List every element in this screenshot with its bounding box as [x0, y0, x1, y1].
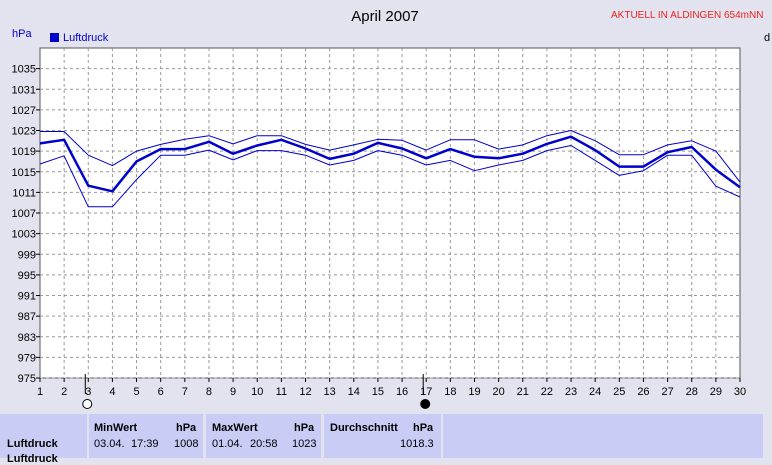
x-tick-label: 3 — [85, 386, 91, 398]
grid — [40, 48, 740, 379]
y-tick-label: 1035 — [12, 64, 36, 76]
x-tick-label: 1 — [37, 386, 43, 398]
legend-label: Luftdruck — [63, 32, 109, 44]
y-tick-label: 1007 — [12, 208, 36, 220]
y-unit-label: hPa — [12, 28, 32, 40]
y-tick-label: 995 — [18, 270, 36, 282]
stats-empty-cell — [443, 414, 763, 458]
min-unit: hPa — [176, 422, 197, 434]
legend-swatch — [50, 33, 59, 42]
avg-header: Durchschnitt — [330, 422, 398, 434]
x-tick-label: 22 — [541, 386, 553, 398]
x-tick-label: 19 — [468, 386, 480, 398]
x-tick-label: 18 — [444, 386, 456, 398]
x-tick-label: 11 — [276, 386, 287, 398]
max-header: MaxWert — [212, 422, 258, 434]
full-moon-icon — [420, 399, 431, 409]
x-tick-label: 25 — [613, 386, 625, 398]
y-tick-label: 1011 — [12, 187, 36, 199]
x-tick-label: 20 — [492, 386, 504, 398]
series-lines — [39, 130, 741, 208]
series-line-max — [40, 130, 741, 183]
y-tick-label: 1019 — [12, 146, 36, 158]
x-tick-label: 15 — [372, 386, 384, 398]
new-moon-icon — [82, 399, 93, 409]
stats-row-label-next: Luftdruck — [7, 453, 58, 465]
max-value: 1023 — [292, 438, 317, 450]
y-tick-label: 1027 — [12, 105, 36, 117]
x-axis: 1 2 3 4 5 6 7 8 9 10 11 12 13 14 15 16 17 18 19 20 21 22 23 24 2… — [37, 378, 746, 398]
stats-label-cell: Luftdruck Luftdruck — [0, 414, 87, 465]
moon-markers — [82, 374, 431, 409]
y-tick-label: 1015 — [12, 167, 36, 179]
x-tick-label: 17 — [420, 386, 432, 398]
right-unit-fragment: d — [764, 32, 770, 44]
x-tick-label: 27 — [661, 386, 673, 398]
x-tick-label: 28 — [686, 386, 698, 398]
x-tick-label: 23 — [565, 386, 577, 398]
y-tick-label: 1023 — [12, 126, 36, 138]
max-date: 01.04. — [212, 438, 243, 450]
x-tick-label: 30 — [734, 386, 746, 398]
min-header: MinWert — [94, 422, 138, 434]
y-tick-label: 1003 — [12, 229, 36, 241]
stats-min-cell: MinWert hPa 03.04. 17:39 1008 — [89, 414, 203, 458]
x-tick-label: 12 — [299, 386, 311, 398]
stats-avg-cell: Durchschnitt hPa 1018.3 — [324, 414, 441, 458]
series-line-mean — [39, 135, 741, 193]
x-tick-label: 2 — [61, 386, 67, 398]
y-tick-label: 999 — [18, 249, 36, 261]
y-tick-label: 987 — [18, 311, 36, 323]
x-tick-label: 26 — [637, 386, 649, 398]
x-tick-label: 14 — [348, 386, 360, 398]
location-banner: AKTUELL IN ALDINGEN 654mNN — [611, 10, 763, 21]
y-tick-label: 983 — [18, 332, 36, 344]
y-axis: 975 979 983 987 991 995 999 1003 1007 1011 1015 101… — [12, 64, 40, 385]
avg-unit: hPa — [413, 422, 434, 434]
max-time: 20:58 — [250, 438, 278, 450]
chart-title: April 2007 — [351, 8, 419, 25]
x-tick-label: 24 — [589, 386, 601, 398]
y-tick-label: 991 — [18, 291, 36, 303]
x-tick-label: 21 — [517, 386, 529, 398]
min-date: 03.04. — [94, 438, 125, 450]
series-line-min — [39, 145, 741, 208]
x-tick-label: 9 — [230, 386, 236, 398]
min-time: 17:39 — [131, 438, 159, 450]
x-tick-label: 8 — [206, 386, 212, 398]
y-tick-label: 975 — [18, 373, 36, 385]
y-tick-label: 1031 — [12, 84, 36, 96]
stats-row-label: Luftdruck — [7, 438, 58, 450]
stats-max-cell: MaxWert hPa 01.04. 20:58 1023 — [206, 414, 321, 458]
x-tick-label: 5 — [133, 386, 139, 398]
x-tick-label: 13 — [324, 386, 336, 398]
x-tick-label: 10 — [251, 386, 263, 398]
x-tick-label: 6 — [158, 386, 164, 398]
x-tick-label: 7 — [182, 386, 188, 398]
max-unit: hPa — [294, 422, 315, 434]
statistics-table: Luftdruck Luftdruck MinWert hPa 03.04. 1… — [0, 414, 772, 465]
avg-value: 1018.3 — [400, 438, 434, 450]
x-tick-label: 29 — [710, 386, 722, 398]
y-tick-label: 979 — [18, 352, 36, 364]
pressure-chart: 9759799839879919959991003100710111015101… — [12, 8, 770, 409]
x-tick-label: 16 — [396, 386, 408, 398]
min-value: 1008 — [174, 438, 199, 450]
x-tick-label: 4 — [109, 386, 115, 398]
